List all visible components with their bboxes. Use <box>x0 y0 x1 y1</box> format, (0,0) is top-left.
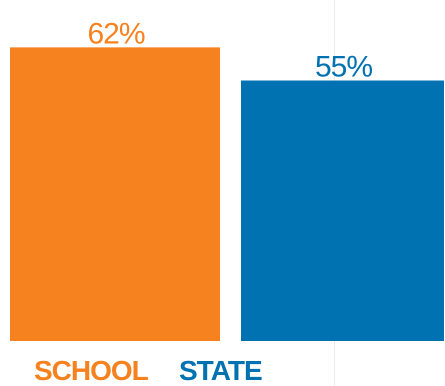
bar-state <box>241 80 444 341</box>
value-label-state: 55% <box>315 51 372 84</box>
bar-school <box>10 47 220 341</box>
category-label-state: STATE <box>179 355 262 386</box>
value-label-school: 62% <box>87 17 144 50</box>
category-label-school: SCHOOL <box>34 355 149 386</box>
